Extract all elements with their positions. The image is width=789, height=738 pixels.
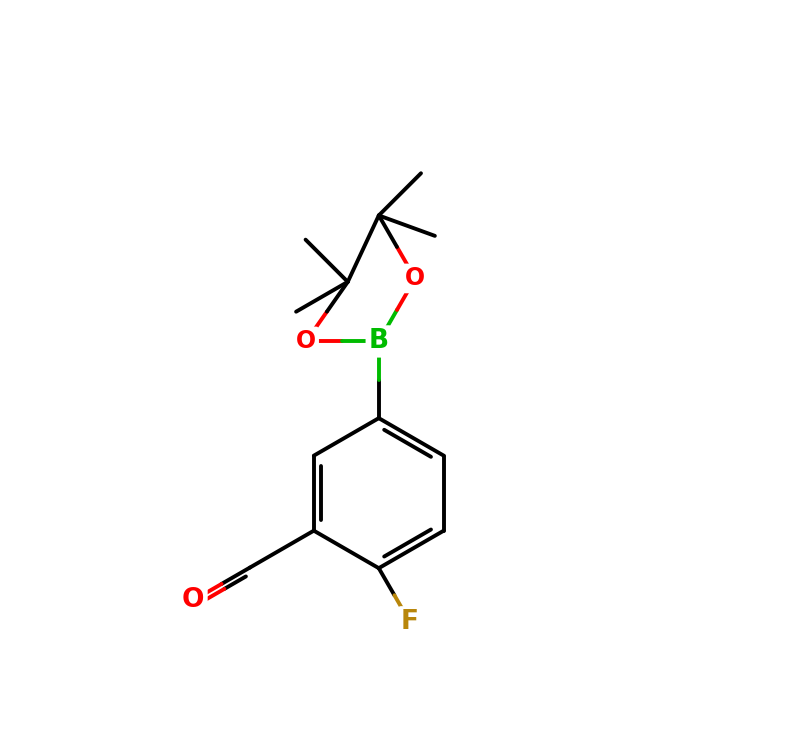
Text: O: O bbox=[296, 329, 316, 354]
Text: B: B bbox=[368, 328, 389, 354]
Text: O: O bbox=[182, 587, 204, 613]
Text: F: F bbox=[401, 610, 419, 635]
Text: O: O bbox=[405, 266, 425, 291]
